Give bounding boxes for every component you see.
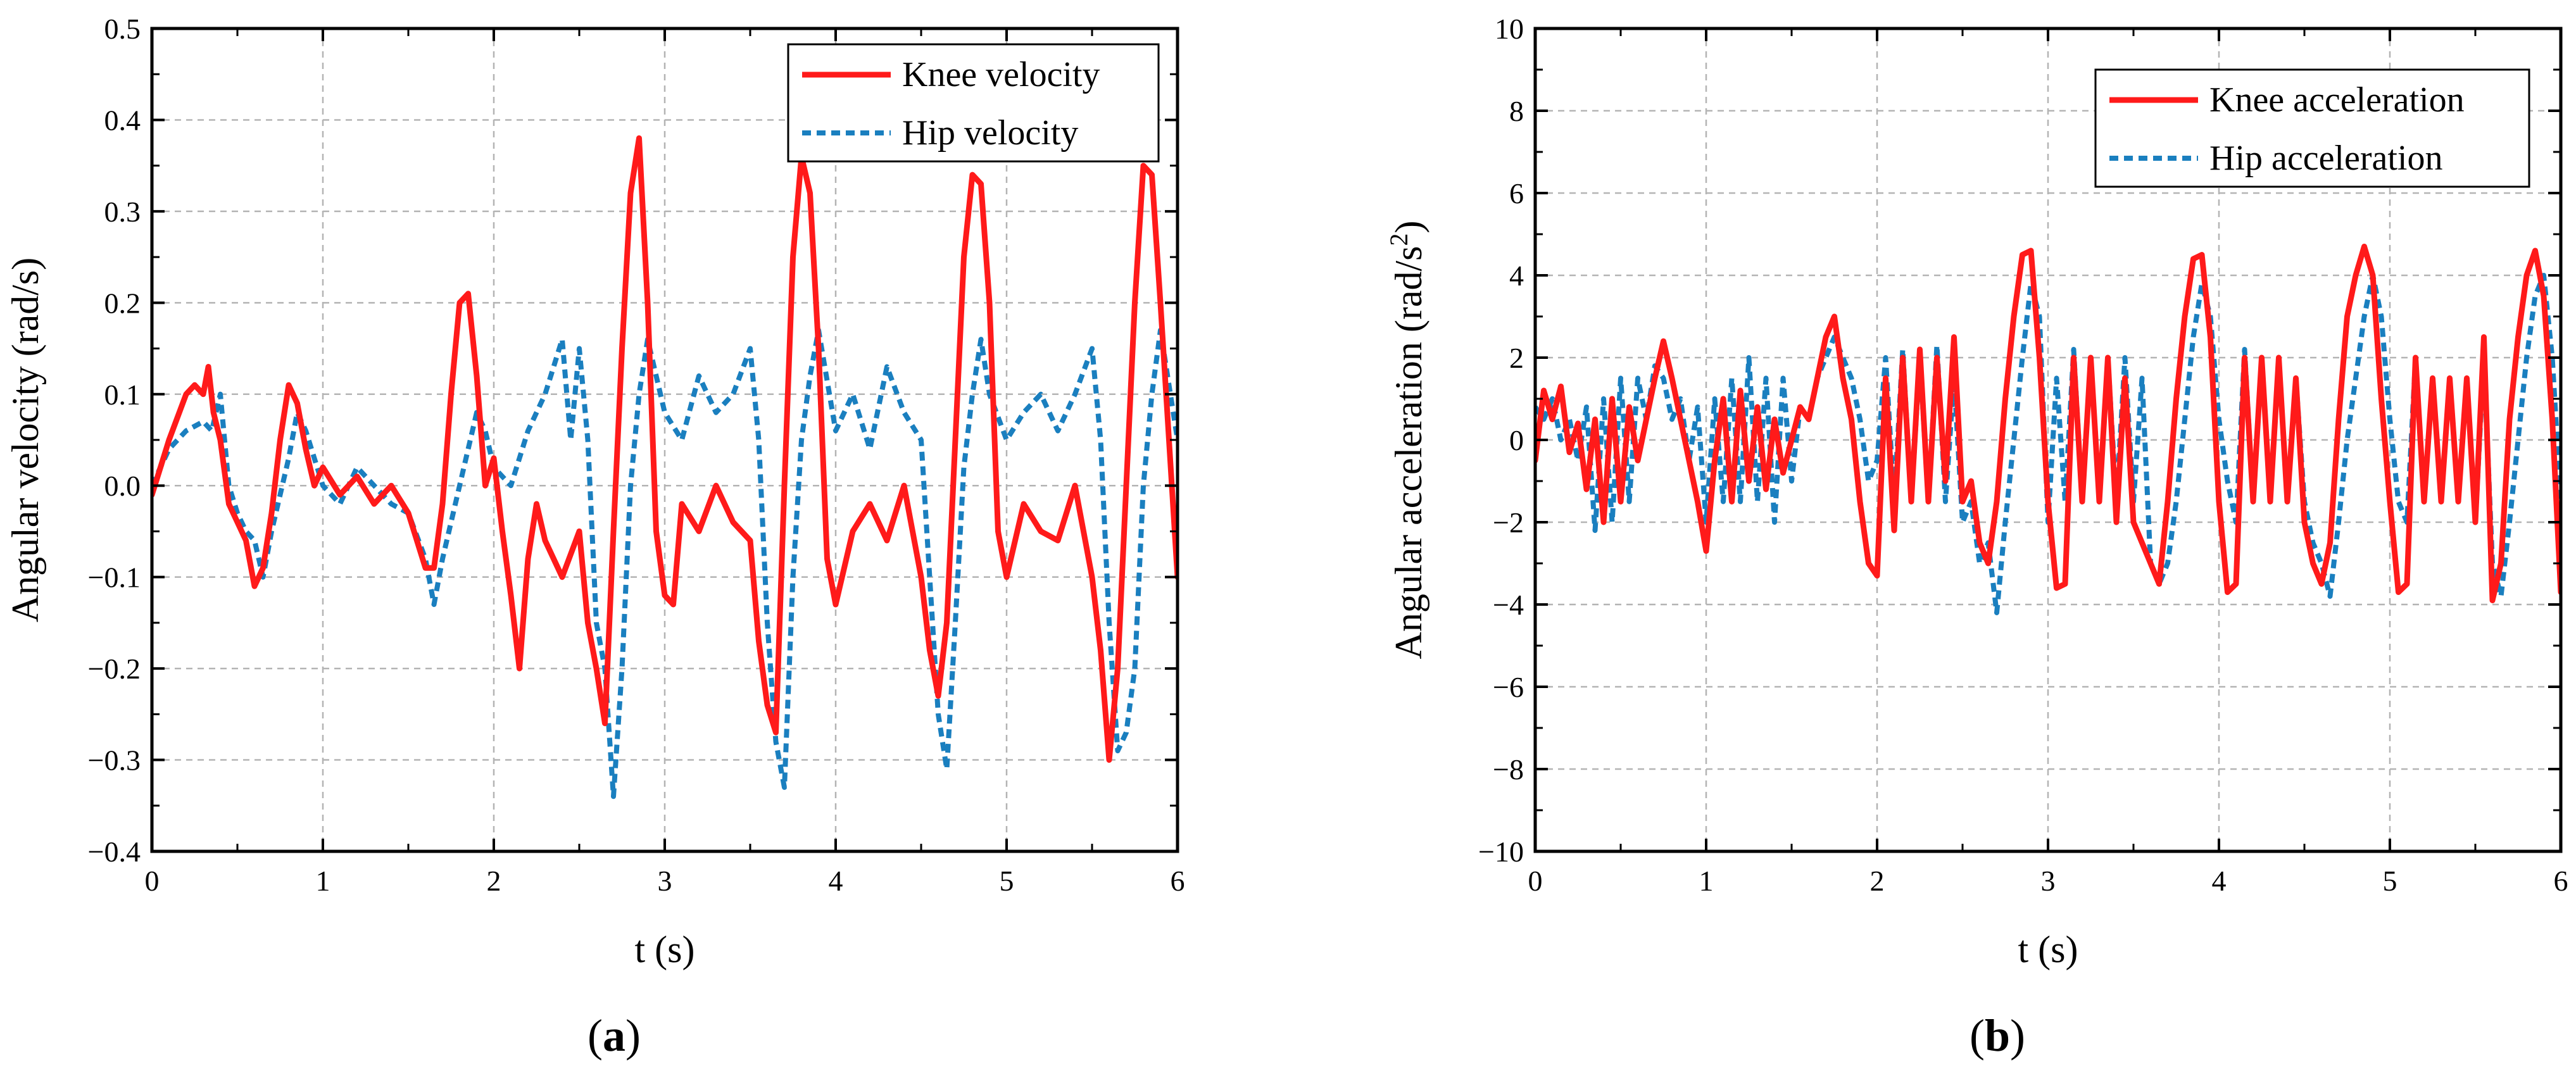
y-tick-label: −0.1	[88, 561, 141, 594]
series-group	[152, 135, 1178, 799]
y-tick-label: 0.3	[104, 196, 141, 228]
panel-label-letter: a	[603, 1010, 625, 1061]
series-line-knee-acceleration	[1535, 244, 2561, 603]
legend-entry-label: Knee velocity	[902, 55, 1100, 94]
legend-entry-label: Knee acceleration	[2209, 80, 2465, 120]
y-tick-label: −10	[1478, 836, 1524, 868]
x-axis-label: t (s)	[635, 929, 695, 970]
y-tick-label: −8	[1493, 753, 1524, 786]
y-axis-label-superscript: 2	[1385, 233, 1413, 246]
legend: Knee acceleration Hip acceleration	[2094, 68, 2530, 188]
y-tick-label: 6	[1509, 177, 1524, 210]
y-axis-label-end: )	[1388, 221, 1429, 234]
panel-label: (b)	[1970, 1010, 2025, 1061]
x-axis-label: t (s)	[2018, 929, 2078, 970]
legend-entry-label: Hip velocity	[902, 113, 1078, 153]
series-group	[1535, 244, 2561, 615]
x-tick-label: 0	[1528, 865, 1543, 897]
y-tick-label: −6	[1493, 671, 1524, 703]
x-tick-label: 1	[1699, 865, 1714, 897]
x-tick-label: 3	[658, 865, 672, 897]
y-tick-label: −2	[1493, 506, 1524, 539]
x-tick-label: 4	[2212, 865, 2227, 897]
y-tick-label: 2	[1509, 342, 1524, 374]
y-tick-label: 0.4	[104, 104, 141, 136]
x-tick-label: 6	[2554, 865, 2568, 897]
panel-a-velocity-chart: 0 1 2 3 4 5 6 −0.4 −0.3 −0.2 −0.1 0.0 0.1 0.2 0.3 0.4 0.…	[4, 13, 1185, 1061]
y-tick-label: −0.4	[88, 836, 141, 868]
series-line-knee-velocity	[152, 135, 1178, 763]
y-tick-label: 4	[1509, 260, 1524, 292]
y-tick-label: −0.3	[88, 744, 141, 777]
y-tick-label: −0.2	[88, 653, 141, 685]
legend: Knee velocity Hip velocity	[787, 43, 1160, 163]
y-axis-label: Angular velocity (rad/s)	[4, 258, 46, 622]
x-tick-label: 6	[1171, 865, 1185, 897]
legend-box	[2094, 68, 2530, 188]
x-tick-label: 5	[2383, 865, 2397, 897]
y-tick-label: 0	[1509, 424, 1524, 456]
panel-label: (a)	[587, 1010, 641, 1061]
x-tick-label: 4	[829, 865, 843, 897]
legend-box	[787, 43, 1160, 163]
y-tick-label: 0.0	[104, 470, 141, 502]
y-tick-label: 0.1	[104, 379, 141, 411]
x-tick-label: 0	[145, 865, 160, 897]
y-tick-label: 0.2	[104, 287, 141, 319]
y-axis-label: Angular acceleration (rad/s2)	[1385, 221, 1430, 660]
y-tick-label: −4	[1493, 589, 1524, 621]
ticks: 0 1 2 3 4 5 6 −10 −8 −6 −4 −2 0 2 4 6 8 10	[1478, 13, 2568, 897]
x-tick-label: 1	[316, 865, 330, 897]
y-tick-label: 10	[1495, 13, 1524, 45]
x-tick-label: 2	[487, 865, 501, 897]
x-tick-label: 2	[1870, 865, 1885, 897]
panel-b-acceleration-chart: 0 1 2 3 4 5 6 −10 −8 −6 −4 −2 0 2 4 6 8 10 t (s) Angular ac…	[1385, 13, 2568, 1061]
ticks: 0 1 2 3 4 5 6 −0.4 −0.3 −0.2 −0.1 0.0 0.1 0.2 0.3 0.4 0.…	[88, 13, 1185, 897]
series-line-hip-velocity	[152, 327, 1178, 799]
x-tick-label: 3	[2041, 865, 2056, 897]
legend-entry-label: Hip acceleration	[2209, 139, 2442, 178]
y-tick-label: 0.5	[104, 13, 141, 45]
x-tick-label: 5	[1000, 865, 1014, 897]
y-axis-label-main: Angular acceleration (rad/s	[1388, 246, 1429, 659]
panel-label-letter: b	[1985, 1010, 2010, 1061]
y-tick-label: 8	[1509, 95, 1524, 127]
